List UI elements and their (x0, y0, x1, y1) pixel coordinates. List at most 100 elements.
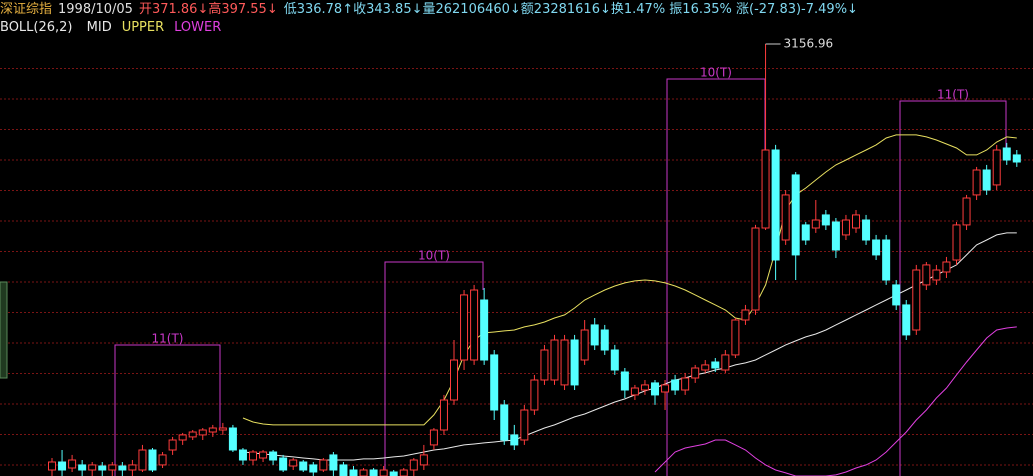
candle-body (600, 329, 609, 351)
candle-body (480, 299, 489, 361)
candle-body (781, 194, 790, 241)
candle-body (801, 224, 810, 241)
candle-body (319, 459, 328, 471)
annotation-bracket (384, 261, 484, 476)
candle-body (761, 149, 770, 229)
candle-body (701, 364, 710, 371)
candle-body (339, 464, 348, 476)
legend-entry: MID (86, 20, 112, 35)
candle-body (570, 339, 579, 386)
candle-body (369, 469, 378, 476)
info-item: 深证综指 (0, 2, 53, 17)
candle-body (711, 361, 720, 369)
info-item: 开371.86↓高397.55↓ (138, 2, 278, 17)
candle-body (98, 465, 107, 471)
candle-body (902, 304, 911, 336)
indicator-label: BOLL(26,2) (0, 20, 73, 35)
candle-body (299, 461, 308, 471)
candle-body (48, 461, 56, 471)
candle-body (540, 349, 549, 381)
candle-body (249, 451, 257, 461)
candle-body (550, 339, 559, 381)
candle-body (651, 382, 659, 396)
candle-body (741, 309, 750, 321)
candle-body (108, 464, 117, 471)
candle-body (218, 427, 227, 431)
grid-pattern (0, 60, 1033, 476)
candle-body (289, 459, 298, 467)
candle-body (1012, 154, 1021, 163)
candle-body (671, 379, 680, 391)
candle-body (429, 429, 438, 446)
annotation-label: 11(T) (937, 88, 969, 102)
annotation-label: 10(T) (700, 66, 732, 80)
candle-body (942, 261, 951, 273)
candle-body (992, 149, 1001, 186)
info-item: 1998/10/05 (58, 2, 133, 17)
candle-body (811, 219, 820, 229)
candle-body (841, 219, 850, 236)
candle-body (409, 459, 418, 471)
candle-body (620, 371, 629, 391)
candle-body (972, 169, 981, 196)
candle-body (389, 471, 398, 476)
candle-body (399, 469, 408, 476)
candle-body (118, 465, 127, 471)
scroll-widget[interactable] (0, 281, 8, 379)
candle-body (510, 434, 519, 446)
candle-body (721, 354, 730, 371)
candle-body (691, 367, 700, 379)
candle-body (58, 461, 67, 471)
candle-body (821, 214, 830, 226)
candle-body (470, 289, 479, 361)
candle-body (148, 449, 157, 471)
annotation-bracket (114, 344, 221, 476)
candle-body (128, 464, 137, 471)
candle-body (932, 269, 941, 281)
info-item: 低336.78↑收343.85↓量262106460↓额23281616↓换1.… (283, 2, 858, 17)
candle-body (460, 294, 469, 361)
candle-body (168, 439, 177, 451)
candle-body (259, 451, 268, 459)
candle-body (892, 284, 901, 306)
info-bar: 深证综指 1998/10/05 开371.86↓高397.55↓ 低336.78↑收3… (0, 1, 864, 18)
candle-body (178, 434, 187, 441)
candle-body (439, 399, 448, 431)
candle-body (188, 431, 197, 438)
candle-body (228, 427, 237, 451)
candle-body (309, 464, 318, 473)
annotation-label: 10(T) (418, 249, 450, 263)
max-label: 3156.96 (784, 37, 834, 51)
candle-body (1002, 147, 1011, 161)
candle-body (269, 451, 278, 461)
candle-body (862, 219, 871, 241)
candle-body (68, 459, 77, 469)
legend-entry: UPPER (121, 20, 165, 35)
candle-body (238, 449, 247, 461)
candle-body (922, 264, 931, 286)
candle-body (791, 174, 800, 256)
candle-body (208, 427, 217, 433)
candle-body (379, 469, 388, 476)
candle-body (882, 239, 891, 281)
candle-body (661, 384, 670, 393)
candle-body (681, 377, 690, 391)
candle-body (751, 227, 760, 311)
candle-body (78, 464, 87, 471)
legend-entry: LOWER (174, 20, 222, 35)
candle-body (329, 454, 338, 471)
candle-body (771, 149, 780, 261)
candle-body (198, 429, 207, 436)
legend: BOLL(26,2) MID UPPER LOWER (0, 19, 231, 36)
candle-body (962, 197, 971, 226)
candle-body (731, 319, 740, 356)
candle-body (912, 269, 921, 331)
candle-body (872, 239, 881, 256)
candle-body (560, 339, 569, 386)
candle-body (419, 454, 428, 466)
candle-body (610, 349, 619, 371)
band-line (242, 232, 1017, 461)
candle-body (640, 384, 649, 391)
candle-body (279, 457, 288, 471)
